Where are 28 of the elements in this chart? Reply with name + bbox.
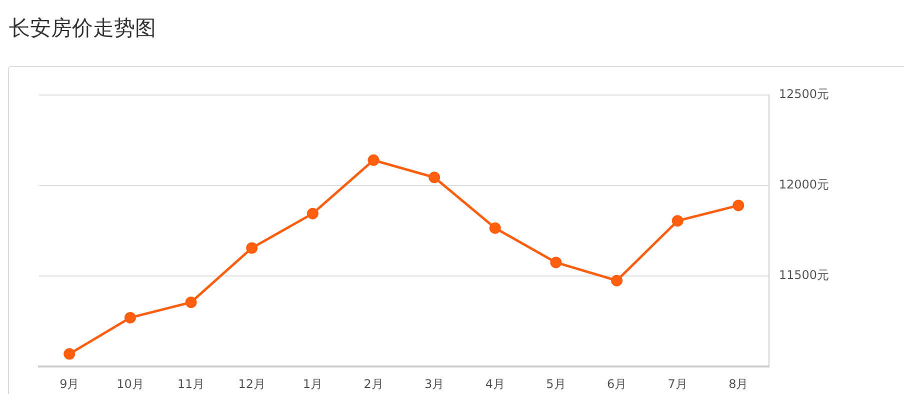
x-tick-label: 5月 [546, 376, 566, 391]
x-tick-label: 7月 [668, 376, 688, 391]
point [306, 208, 318, 220]
x-tick-label: 6月 [606, 376, 627, 391]
point [672, 215, 684, 227]
y-tick-label: 12500元 [778, 87, 830, 102]
point [368, 154, 380, 166]
point [124, 312, 136, 324]
y-tick-label: 11500元 [778, 268, 830, 282]
x-tick-label: 9月 [60, 376, 80, 391]
x-tick-label: 8月 [728, 376, 748, 391]
x-tick-label: 3月 [424, 376, 444, 391]
point [185, 296, 197, 308]
point [732, 200, 744, 212]
point [64, 348, 76, 360]
point [611, 274, 623, 286]
x-tick-label: 10月 [116, 376, 144, 391]
point [489, 222, 501, 234]
x-tick-label: 4月 [485, 376, 505, 391]
point [246, 242, 258, 254]
x-tick-label: 1月 [302, 376, 323, 391]
x-tick-label: 12月 [238, 376, 266, 391]
point [550, 256, 562, 268]
x-tick-label: 11月 [177, 376, 205, 391]
point [428, 172, 440, 184]
y-tick-label: 12000元 [778, 178, 830, 192]
x-tick-label: 2月 [364, 376, 384, 391]
chart-title: 长安房价走势图 [9, 15, 156, 42]
